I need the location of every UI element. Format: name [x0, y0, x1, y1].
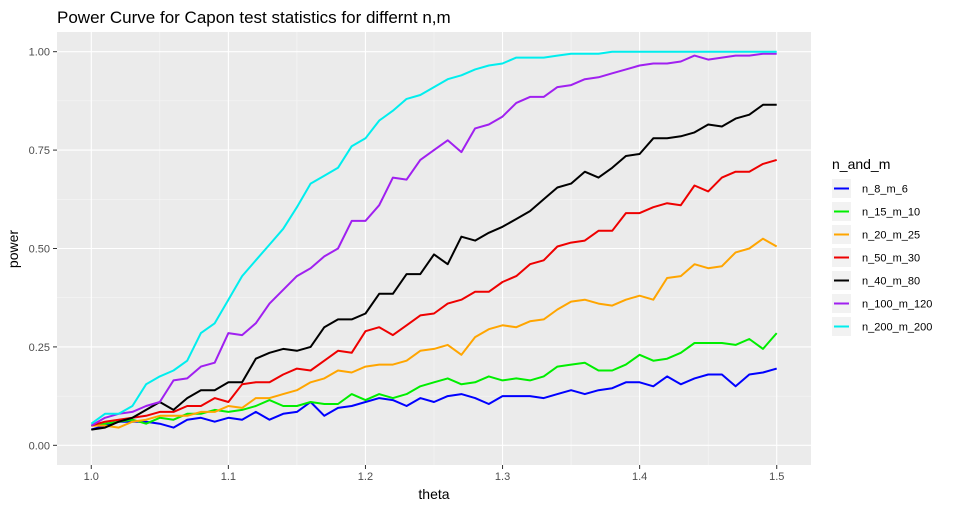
legend-label-n_8_m_6: n_8_m_6 [862, 184, 908, 196]
legend-label-n_20_m_25: n_20_m_25 [862, 230, 920, 242]
y-axis-title: power [5, 230, 21, 268]
x-axis-title: theta [418, 486, 449, 502]
y-tick-label: 0.75 [29, 145, 50, 157]
legend-label-n_200_m_200: n_200_m_200 [862, 322, 932, 334]
legend-label-n_100_m_120: n_100_m_120 [862, 299, 932, 311]
legend-label-n_50_m_30: n_50_m_30 [862, 253, 920, 265]
x-axis-ticks: 1.0 1.1 1.2 1.3 1.4 1.5 [84, 465, 784, 483]
series-line-n_100_m_120 [90, 52, 777, 427]
x-tick-label: 1.5 [769, 471, 784, 483]
x-tick-label: 1.1 [221, 471, 236, 483]
x-tick-label: 1.3 [495, 471, 510, 483]
y-tick-label: 0.50 [29, 244, 50, 256]
series-lines [90, 50, 778, 431]
series-line-n_40_m_80 [91, 103, 777, 431]
y-tick-label: 0.25 [29, 342, 50, 354]
y-tick-label: 1.00 [29, 47, 50, 59]
legend-title: n_and_m [832, 156, 890, 172]
x-tick-label: 1.2 [358, 471, 373, 483]
legend-label-n_15_m_10: n_15_m_10 [862, 207, 920, 219]
x-tick-label: 1.0 [84, 471, 99, 483]
chart-title: Power Curve for Capon test statistics fo… [57, 8, 451, 27]
legend: n_and_m n_8_m_6 n_15_m_10 n_20_m_25 n_50_m_… [832, 156, 932, 336]
x-tick-label: 1.4 [632, 471, 647, 483]
series-line-n_8_m_6 [91, 367, 777, 431]
series-line-n_200_m_200 [90, 50, 777, 425]
legend-label-n_40_m_80: n_40_m_80 [862, 276, 920, 288]
series-line-n_20_m_25 [91, 237, 778, 429]
y-tick-label: 0.00 [29, 440, 50, 452]
y-axis-ticks: 0.00 0.25 0.50 0.75 1.00 [29, 47, 57, 452]
series-line-n_50_m_30 [91, 158, 777, 427]
